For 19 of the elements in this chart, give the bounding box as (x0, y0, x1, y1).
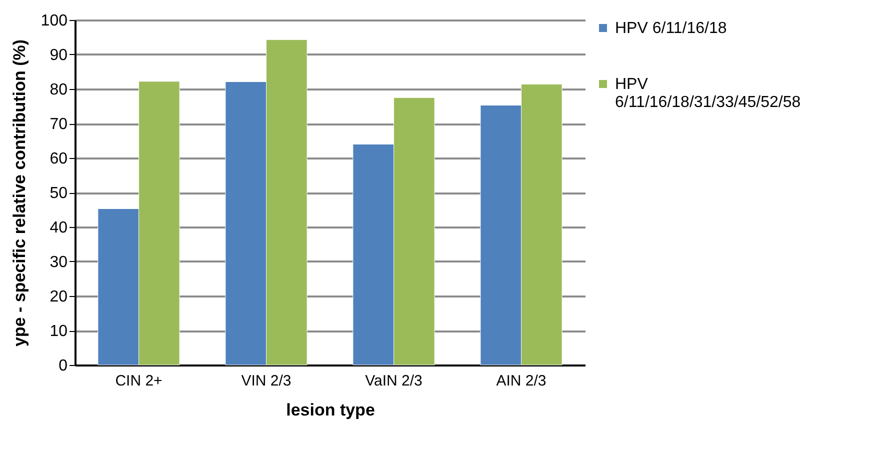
y-tick-label: 10 (50, 323, 68, 340)
x-axis-title: lesion type (286, 400, 375, 420)
x-tick-label: AIN 2/3 (496, 372, 546, 390)
x-tick-label: VIN 2/3 (241, 372, 292, 390)
y-axis-title: ype - specific relative contribution (%) (10, 39, 29, 347)
y-tick-label: 30 (50, 254, 68, 271)
y-tick-label: 60 (50, 150, 68, 168)
y-tick-label: 80 (50, 82, 68, 98)
legend-label: HPV 6/11/16/18 (615, 20, 727, 37)
x-tick-label: CIN 2+ (115, 372, 163, 390)
y-tick-label: 50 (50, 185, 68, 202)
y-tick-label: 90 (50, 47, 68, 64)
x-tick-label: VaIN 2/3 (365, 372, 422, 390)
y-tick-label: 100 (40, 12, 68, 30)
legend-label: HPV 6/11/16/18/31/33/45/52/58 (615, 76, 801, 111)
y-tick-label: 40 (50, 220, 68, 236)
y-tick-label: 0 (58, 358, 68, 374)
y-tick-label: 70 (50, 116, 68, 133)
y-tick-label: 20 (50, 288, 68, 306)
